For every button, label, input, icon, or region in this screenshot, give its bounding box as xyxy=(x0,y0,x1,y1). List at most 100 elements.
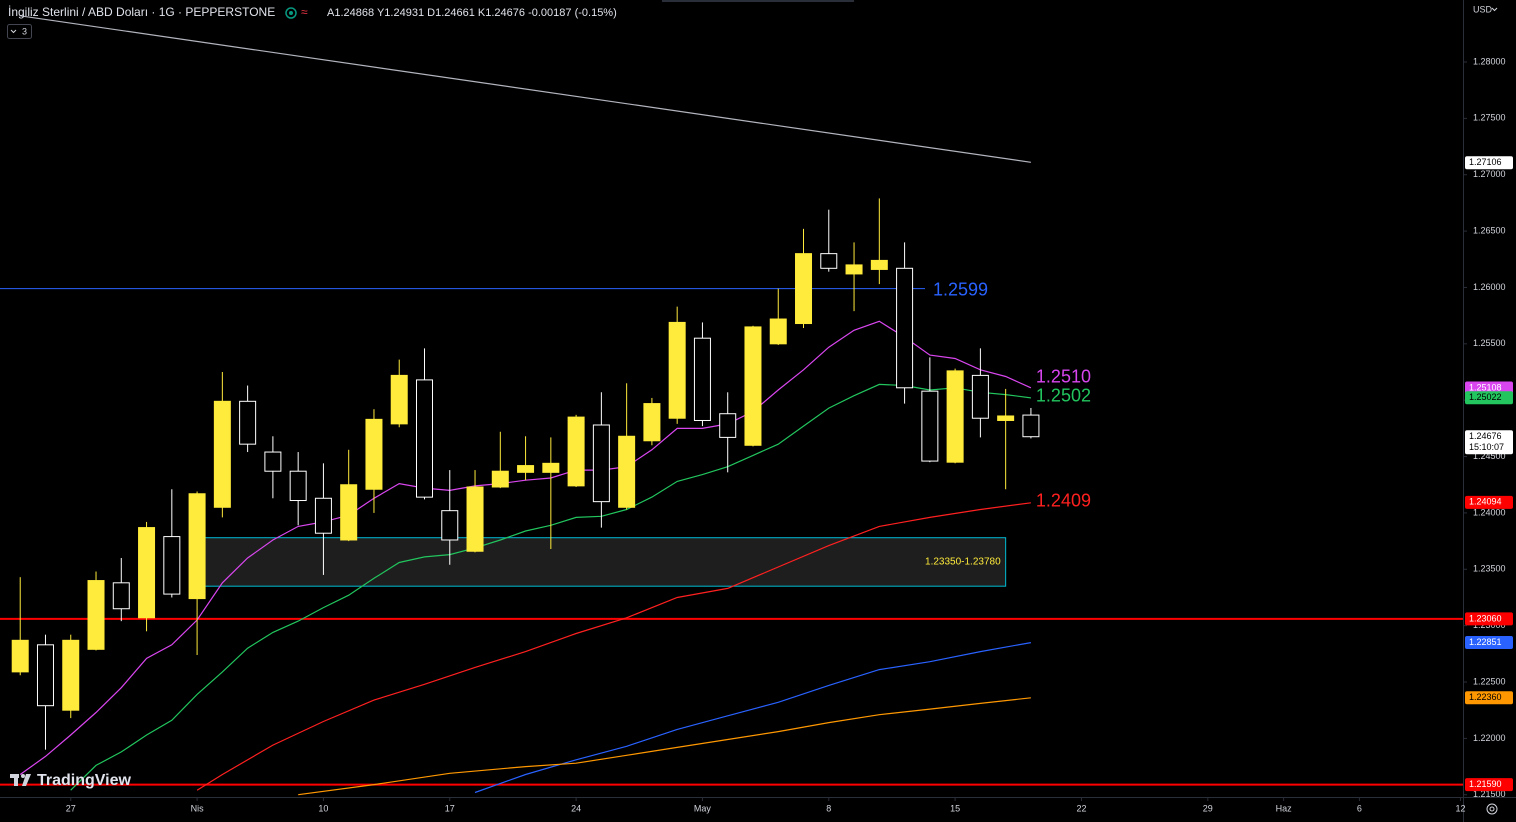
candle-body xyxy=(618,435,636,508)
candle-body xyxy=(11,639,29,673)
zone-label: 1.23350-1.23780 xyxy=(925,557,1001,568)
symbol-title: İngiliz Sterlini / ABD Doları · 1G · PEP… xyxy=(8,5,275,19)
candle-body xyxy=(138,527,156,619)
price-badge xyxy=(1465,391,1513,405)
moving-average xyxy=(298,697,1031,796)
x-tick-label: 22 xyxy=(1076,803,1086,813)
logo-mark xyxy=(14,774,18,786)
price-badge-label: 1.25022 xyxy=(1469,392,1502,402)
y-tick-label: 1.28000 xyxy=(1473,56,1506,66)
candle-body xyxy=(264,451,282,472)
price-badge-label: 1.23060 xyxy=(1469,613,1502,623)
candle-body xyxy=(415,379,433,498)
candle-body xyxy=(112,582,130,610)
candle-body xyxy=(163,536,181,595)
y-tick-label: 1.27500 xyxy=(1473,113,1506,123)
candle-body xyxy=(693,337,711,421)
candle-body xyxy=(896,267,914,389)
axes: 1.28000 1.27500 1.27000 1.26500 1.26000 1.255… xyxy=(66,56,1513,813)
x-tick-label: 15 xyxy=(950,803,960,813)
status-dot xyxy=(289,11,293,15)
candle-body xyxy=(340,484,358,541)
price-badge-label: 1.22360 xyxy=(1469,692,1502,702)
candle-body xyxy=(643,403,661,442)
candle-body xyxy=(542,462,560,473)
candle-body xyxy=(441,510,459,541)
x-tick-label: 12 xyxy=(1455,803,1465,813)
x-tick-label: 27 xyxy=(66,803,76,813)
price-badge xyxy=(1465,430,1513,455)
candle-body xyxy=(744,326,762,446)
candle-body xyxy=(188,493,206,600)
ma-label: 1.2502 xyxy=(1036,386,1091,406)
x-tick-label: 6 xyxy=(1357,803,1362,813)
x-tick-label: 24 xyxy=(571,803,581,813)
candle-body xyxy=(870,259,888,270)
ohlc-high: Y1.24931 xyxy=(377,7,424,19)
candle-body xyxy=(365,418,383,490)
support-zone xyxy=(196,537,1007,587)
moving-average xyxy=(474,642,1032,794)
y-tick-label: 1.22000 xyxy=(1473,733,1506,743)
candle-body xyxy=(845,264,863,275)
y-tick-label: 1.24000 xyxy=(1473,507,1506,517)
y-tick-label: 1.21500 xyxy=(1473,789,1506,799)
ohlc-close: K1.24676 xyxy=(478,7,525,19)
candle-body xyxy=(314,497,332,534)
y-tick-label: 1.25500 xyxy=(1473,338,1506,348)
ohlc-change: -0.00187 (-0.15%) xyxy=(528,7,617,19)
y-tick-label: 1.26000 xyxy=(1473,282,1506,292)
y-tick-label: 1.24500 xyxy=(1473,451,1506,461)
settings-icon xyxy=(1489,806,1495,812)
price-badge-label: 1.24676 xyxy=(1469,431,1502,441)
price-badge xyxy=(1465,156,1513,170)
moving-average xyxy=(20,15,1031,163)
candle-body xyxy=(921,390,939,462)
moving-average xyxy=(196,502,1031,791)
candle-body xyxy=(769,318,787,345)
chevron-icon xyxy=(1491,7,1498,12)
candle-body xyxy=(517,465,535,473)
price-badge xyxy=(1465,635,1513,649)
candle-body xyxy=(289,470,307,502)
currency-selector[interactable]: USD xyxy=(1473,4,1493,14)
candle-body xyxy=(946,370,964,463)
price-badge xyxy=(1465,495,1513,509)
top-handle xyxy=(662,0,854,2)
status-icon xyxy=(285,7,297,19)
settings-button[interactable] xyxy=(1486,803,1498,815)
candle-body xyxy=(213,400,231,508)
ma-label: 1.2409 xyxy=(1036,491,1091,511)
candle-body xyxy=(390,374,408,425)
x-tick-label: Nis xyxy=(191,803,204,813)
candle-body xyxy=(87,580,105,650)
x-tick-label: 17 xyxy=(445,803,455,813)
candle-body xyxy=(668,321,686,419)
countdown: 15:10:07 xyxy=(1469,442,1504,452)
x-tick-label: 10 xyxy=(318,803,328,813)
price-badge-label: 1.21590 xyxy=(1469,779,1502,789)
price-badge xyxy=(1465,612,1513,626)
candle-body xyxy=(592,424,610,503)
candle-body xyxy=(466,486,484,552)
x-tick-label: 29 xyxy=(1203,803,1213,813)
candle-body xyxy=(36,644,54,707)
price-badge-label: 1.25108 xyxy=(1469,382,1502,392)
ohlc-open: A1.24868 xyxy=(327,7,374,19)
header: İngiliz Sterlini / ABD Doları · 1G · PEP… xyxy=(7,4,1498,815)
market-icon: ≈ xyxy=(301,5,308,19)
candle-body xyxy=(820,253,838,269)
candle-body xyxy=(971,374,989,419)
y-tick-label: 1.27000 xyxy=(1473,169,1506,179)
price-badge-label: 1.24094 xyxy=(1469,497,1502,507)
indicator-toggle[interactable] xyxy=(7,24,32,39)
level-label: 1.2599 xyxy=(933,279,988,299)
logo-mark xyxy=(22,774,31,786)
logo: TradingView xyxy=(10,772,132,789)
ohlc-legend: A1.24868 Y1.24931 D1.24661 K1.24676 -0.0… xyxy=(327,7,617,19)
x-tick-label: May xyxy=(694,803,712,813)
logo-text: TradingView xyxy=(37,772,132,789)
